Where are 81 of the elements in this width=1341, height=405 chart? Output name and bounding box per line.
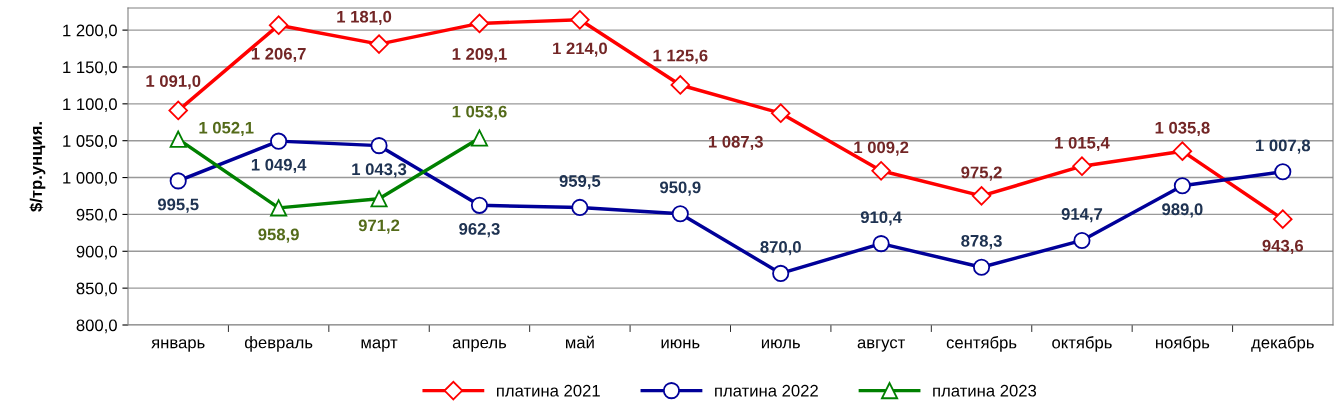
y-tick-label: 900,0: [76, 245, 117, 260]
point: [370, 190, 388, 208]
point: [972, 258, 991, 276]
point: [169, 172, 187, 190]
data-label: 1 053,6: [452, 105, 507, 120]
data-label: 962,3: [459, 223, 500, 238]
y-tick-label: 850,0: [76, 282, 117, 297]
data-label: 1 015,4: [1055, 136, 1110, 152]
data-label: 1 052,1: [199, 121, 254, 137]
data-label: 943,6: [1262, 239, 1304, 255]
data-label: 878,3: [961, 234, 1002, 250]
point: [470, 129, 489, 147]
data-label: 1 007,8: [1256, 139, 1311, 154]
x-tick-label: апрель: [452, 339, 507, 352]
data-label: 870,0: [760, 241, 801, 256]
x-tick-label: ноябрь: [1156, 336, 1210, 352]
x-tick-label: сентябрь: [946, 336, 1017, 352]
data-label: 1 049,4: [251, 158, 307, 174]
x-tick-label: июль: [761, 339, 800, 349]
point: [1072, 156, 1092, 176]
point: [971, 186, 992, 206]
point: [369, 34, 389, 54]
y-axis-title: $/тр.унция.: [29, 122, 46, 212]
data-label: 989,0: [1162, 203, 1203, 218]
point: [772, 264, 790, 282]
data-label: 1 087,3: [708, 135, 763, 151]
data-label: 1 209,1: [452, 48, 507, 63]
point: [470, 196, 489, 214]
point: [671, 205, 689, 223]
data-label: 995,5: [157, 198, 199, 213]
x-tick-label: февраль: [244, 336, 313, 352]
x-tick-label: январь: [151, 339, 205, 352]
data-label: 1 035,8: [1155, 121, 1210, 137]
y-tick-label: 1 150,0: [63, 61, 117, 76]
data-label: 1 181,0: [337, 10, 392, 26]
data-label: 959,5: [559, 175, 601, 190]
point: [571, 198, 589, 216]
point: [570, 10, 590, 30]
y-tick-label: 800,0: [76, 319, 117, 334]
point: [270, 132, 288, 150]
y-tick-label: 1 200,0: [63, 24, 117, 39]
data-label: 910,4: [860, 211, 902, 226]
x-tick-label: декабрь: [1251, 336, 1314, 352]
point: [1073, 231, 1091, 249]
legend-label: платина 2023: [933, 384, 1037, 397]
point: [168, 100, 188, 121]
data-label: 950,9: [660, 181, 701, 196]
x-tick-label: май: [566, 335, 594, 349]
point: [370, 137, 388, 155]
data-label: 975,2: [961, 166, 1002, 181]
point: [270, 199, 288, 217]
point: [871, 161, 891, 181]
x-tick-label: март: [361, 339, 398, 352]
point: [169, 130, 187, 148]
y-tick-label: 1 000,0: [63, 171, 117, 186]
y-tick-label: 1 100,0: [63, 98, 117, 113]
data-label: 914,7: [1061, 208, 1103, 223]
data-label: 1 125,6: [653, 49, 708, 64]
y-tick-label: 1 050,0: [63, 135, 117, 149]
point: [1273, 209, 1293, 229]
legend-label: платина 2022: [715, 384, 818, 397]
data-label: 1 214,0: [553, 42, 607, 57]
point: [1173, 177, 1191, 195]
x-tick-label: август: [857, 339, 905, 352]
x-tick-label: июнь: [661, 339, 700, 349]
point: [872, 235, 890, 253]
data-label: 1 206,7: [251, 47, 306, 63]
data-label: 1 043,3: [352, 163, 407, 178]
point: [1172, 141, 1193, 161]
data-label: 958,9: [258, 228, 299, 243]
data-label: 1 009,2: [854, 141, 909, 156]
point: [268, 15, 289, 35]
data-label: 971,2: [358, 219, 400, 234]
point: [670, 75, 691, 95]
y-tick-label: 950,0: [76, 208, 117, 223]
point: [770, 103, 791, 123]
point: [469, 13, 490, 34]
point: [1274, 163, 1292, 181]
data-label: 1 091,0: [146, 75, 201, 90]
x-tick-label: октябрь: [1052, 336, 1112, 352]
legend-label: платина 2021: [497, 384, 600, 397]
